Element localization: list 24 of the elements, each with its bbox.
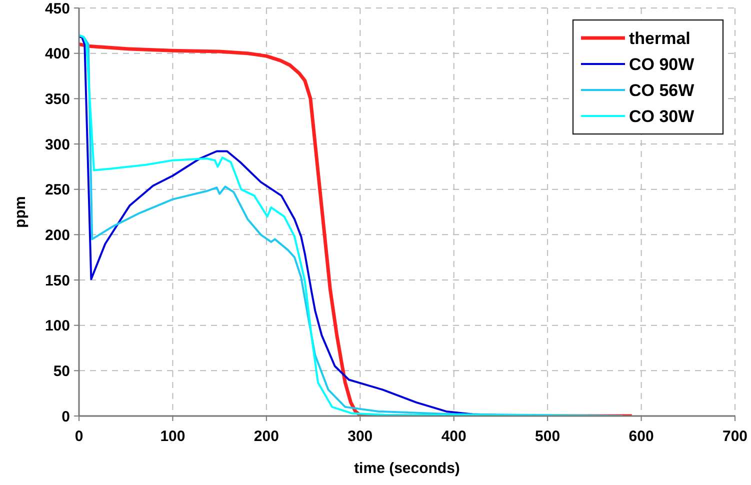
legend-label: CO 30W	[629, 106, 696, 126]
x-tick-label: 600	[628, 428, 654, 445]
x-tick-label: 200	[254, 428, 279, 445]
y-tick-label: 200	[44, 226, 70, 244]
y-tick-label: 0	[62, 408, 70, 426]
y-tick-label: 50	[53, 362, 70, 380]
legend-label: thermal	[629, 28, 690, 48]
y-tick-label: 100	[44, 318, 70, 335]
y-tick-label: 300	[44, 136, 70, 154]
x-tick-label: 0	[74, 428, 84, 445]
y-tick-label: 450	[44, 0, 70, 18]
y-tick-label: 150	[44, 272, 70, 290]
x-tick-label: 500	[535, 428, 560, 445]
y-tick-label: 350	[44, 90, 70, 108]
x-tick-label: 700	[722, 428, 748, 445]
x-tick-label: 100	[160, 428, 186, 445]
y-tick-label: 250	[44, 182, 70, 199]
y-tick-label: 400	[44, 46, 70, 63]
x-tick-label: 300	[348, 428, 373, 445]
x-tick-label: 400	[441, 428, 466, 445]
x-axis-title: time (seconds)	[354, 460, 460, 477]
y-axis-title: ppm	[12, 196, 29, 228]
legend-label: CO 90W	[629, 54, 696, 74]
legend-label: CO 56W	[629, 80, 696, 100]
